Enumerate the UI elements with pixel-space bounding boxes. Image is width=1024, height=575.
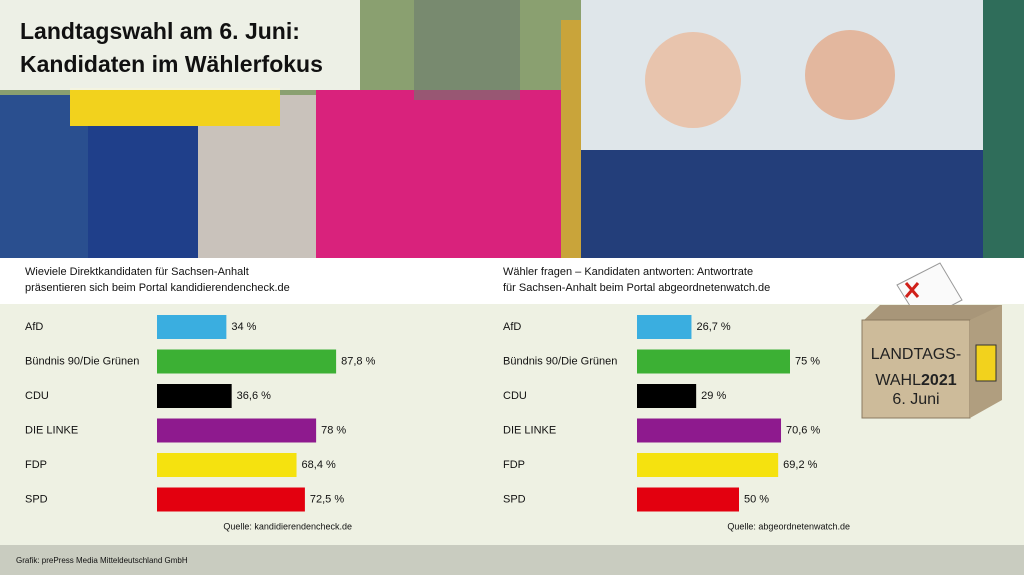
value-label: 72,5 % [310,493,344,505]
poster [316,90,561,258]
value-label: 26,7 % [696,321,730,333]
badge-line: LANDTAGS- [871,346,961,363]
bar [637,453,779,477]
category-label: CDU [503,390,527,402]
value-label: 68,4 % [302,459,336,471]
badge-line: 6. Juni [892,391,939,408]
value-label: 75 % [795,355,820,367]
category-label: AfD [503,321,521,333]
footer-band [0,545,1024,575]
footer-credit: Grafik: prePress Media Mitteldeutschland… [16,556,188,565]
value-label: 50 % [744,493,769,505]
category-label: FDP [503,459,525,471]
value-label: 36,6 % [237,390,271,402]
bar [157,349,337,374]
bar [157,453,297,477]
poster [983,0,1024,258]
chart-subtitle: Wähler fragen – Kandidaten antworten: An… [503,266,753,278]
value-label: 29 % [701,390,726,402]
poster [581,150,983,258]
category-label: AfD [25,321,43,333]
bar [157,384,232,408]
chart-subtitle: präsentieren sich beim Portal kandidiere… [25,282,290,294]
category-label: Bündnis 90/Die Grünen [25,355,139,367]
face [805,30,895,120]
bar [637,349,790,374]
value-label: 69,2 % [783,459,817,471]
box-top [862,305,1002,322]
bar [157,487,305,512]
value-label: 78 % [321,424,346,436]
source-note: Quelle: abgeordnetenwatch.de [727,521,850,531]
bar [637,315,692,339]
subtitle-band [0,258,1024,304]
bar [637,384,697,408]
bar [637,418,782,443]
cross [904,282,920,298]
category-label: CDU [25,390,49,402]
category-label: FDP [25,459,47,471]
category-label: Bündnis 90/Die Grünen [503,355,617,367]
ballot-box [861,262,1002,419]
chart-subtitle: Wieviele Direktkandidaten für Sachsen-An… [25,266,249,278]
category-label: DIE LINKE [25,424,78,436]
title-box [0,0,360,90]
coat-of-arms [975,344,997,382]
chart-subtitle: für Sachsen-Anhalt beim Portal abgeordne… [503,282,770,294]
bar [637,487,739,512]
poster [88,110,198,258]
source-note: Quelle: kandidierendencheck.de [223,521,352,531]
badge-year: 2021 [921,372,957,389]
sign [414,0,520,100]
category-label: SPD [25,493,48,505]
poster [561,20,581,258]
category-label: DIE LINKE [503,424,556,436]
sign [70,88,280,126]
badge-word: WAHL [875,372,921,389]
bar [157,418,317,443]
value-label: 34 % [231,321,256,333]
title-line: Kandidaten im Wählerfokus [20,51,323,77]
category-label: SPD [503,493,526,505]
badge-line: WAHL2021 [875,372,956,389]
value-label: 70,6 % [786,424,820,436]
box-front [861,319,971,419]
face [645,32,741,128]
bar [157,315,227,339]
title-line: Landtagswahl am 6. Juni: [20,18,300,44]
value-label: 87,8 % [341,355,375,367]
